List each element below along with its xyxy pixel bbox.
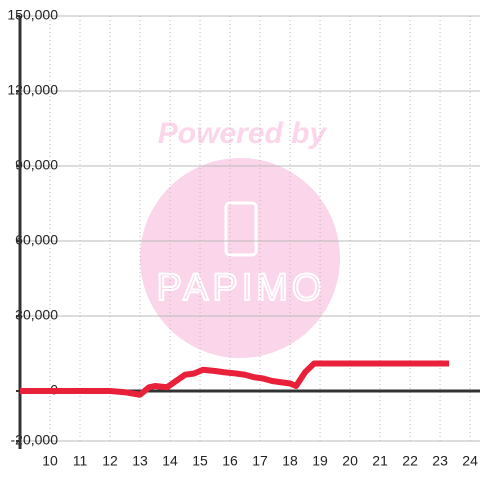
x-tick-label: 12 <box>102 453 118 469</box>
x-tick-label: 15 <box>192 453 208 469</box>
x-tick-label: 21 <box>372 453 388 469</box>
series-line <box>20 360 450 398</box>
y-tick-label: 120,000 <box>7 82 58 98</box>
x-tick-label: 18 <box>282 453 298 469</box>
watermark-logo: PAPIMO <box>157 267 326 309</box>
x-tick-label: 11 <box>73 453 88 469</box>
watermark-icon <box>224 201 258 257</box>
watermark: Powered by PAPIMO <box>140 117 340 358</box>
y-tick-label: -20,000 <box>11 432 59 448</box>
x-tick-label: 16 <box>222 453 238 469</box>
x-tick-label: 24 <box>462 453 478 469</box>
x-tick-label: 17 <box>252 453 268 469</box>
y-tick-label: 150,000 <box>7 7 58 23</box>
x-tick-label: 10 <box>42 453 58 469</box>
x-tick-label: 20 <box>342 453 358 469</box>
x-tick-label: 23 <box>432 453 448 469</box>
watermark-text: Powered by <box>158 117 328 150</box>
x-tick-label: 22 <box>402 453 418 469</box>
y-tick-label: 60,000 <box>15 232 58 248</box>
y-tick-label: 30,000 <box>15 307 58 323</box>
x-tick-label: 13 <box>132 453 148 469</box>
x-tick-label: 19 <box>312 453 328 469</box>
y-tick-label: 90,000 <box>15 157 58 173</box>
x-tick-label: 14 <box>162 453 178 469</box>
